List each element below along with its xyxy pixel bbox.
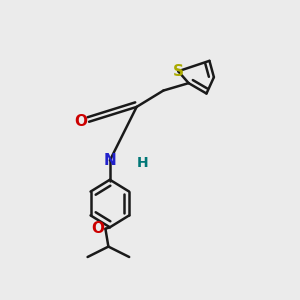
Text: S: S — [173, 64, 184, 79]
Text: O: O — [75, 114, 88, 129]
Text: H: H — [136, 156, 148, 170]
Text: O: O — [91, 221, 104, 236]
Text: N: N — [103, 153, 116, 168]
